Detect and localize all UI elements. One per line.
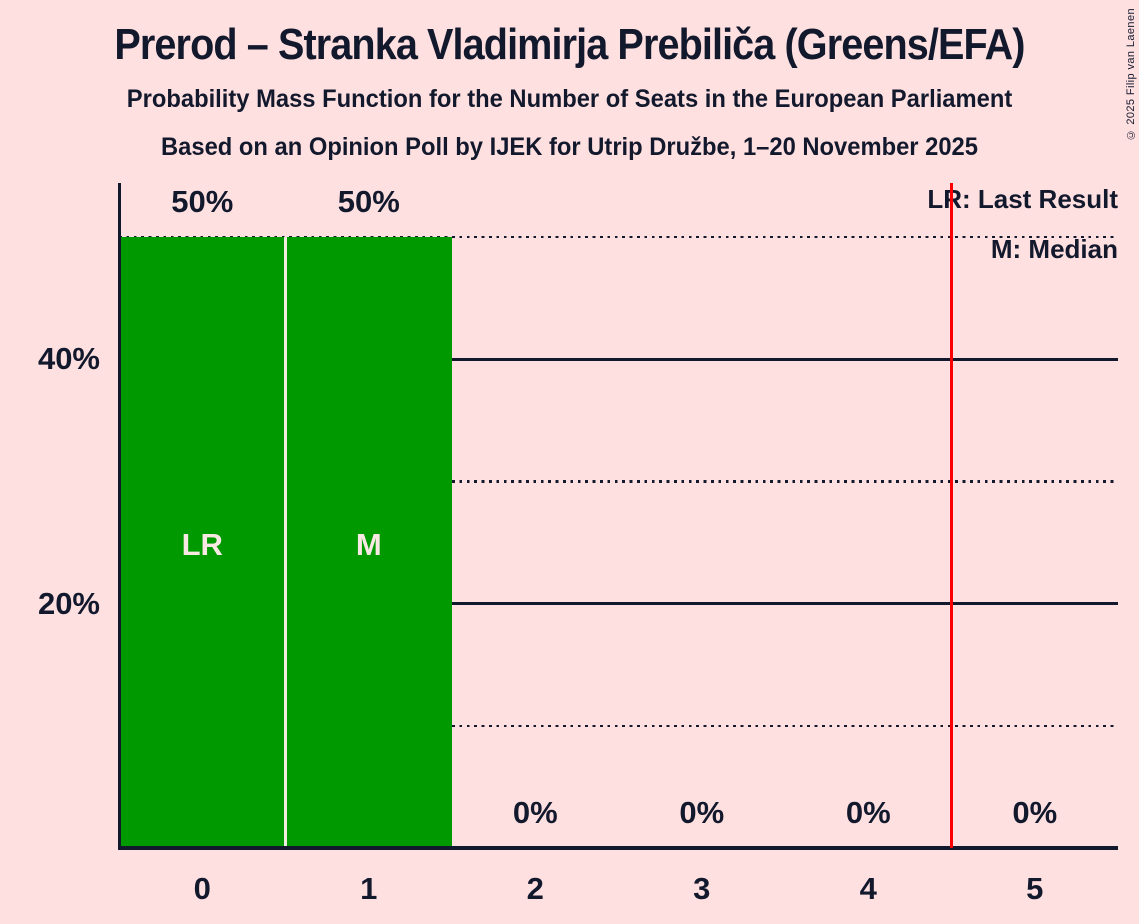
bar-value-label: 0% [1012, 795, 1058, 830]
bar-value-label: 0% [845, 795, 891, 830]
x-tick-label-3: 3 [693, 871, 711, 906]
x-axis-line [117, 846, 1118, 850]
gridline-dotted-50 [119, 235, 1118, 239]
gridline-dotted-30 [119, 480, 1118, 483]
x-tick-label-0: 0 [193, 871, 211, 906]
bar-seats-0 [119, 237, 286, 848]
x-tick-label-5: 5 [1026, 871, 1044, 906]
bar-value-label: 0% [512, 795, 558, 830]
x-tick-label-2: 2 [526, 871, 544, 906]
bar-divider [284, 237, 287, 848]
x-tick-label-4: 4 [859, 871, 877, 906]
red-threshold-line [950, 183, 953, 848]
bar-annotation-m: M [355, 526, 382, 562]
gridline-solid-20 [119, 602, 1118, 606]
gridline-dotted-10 [119, 724, 1118, 728]
y-tick-label-40: 40% [37, 341, 100, 377]
bar-annotation-lr: LR [181, 526, 223, 562]
copyright-notice: © 2025 Filip van Laenen [1125, 8, 1137, 141]
legend-median: M: Median [990, 234, 1118, 264]
legend-last-result: LR: Last Result [927, 184, 1118, 214]
bar-value-label: 50% [337, 184, 400, 219]
bar-value-label: 50% [171, 184, 234, 219]
bar-seats-1 [285, 237, 452, 848]
x-tick-label-1: 1 [360, 871, 378, 906]
chart-subtitle: Probability Mass Function for the Number… [126, 85, 1013, 113]
y-tick-label-20: 20% [37, 585, 100, 621]
y-axis-line [117, 183, 121, 848]
chart-title: Prerod – Stranka Vladimirja Prebiliča (G… [114, 20, 1025, 69]
gridline-solid-40 [119, 357, 1118, 361]
bar-value-label: 0% [679, 795, 725, 830]
poll-source-subtitle: Based on an Opinion Poll by IJEK for Utr… [161, 133, 978, 161]
